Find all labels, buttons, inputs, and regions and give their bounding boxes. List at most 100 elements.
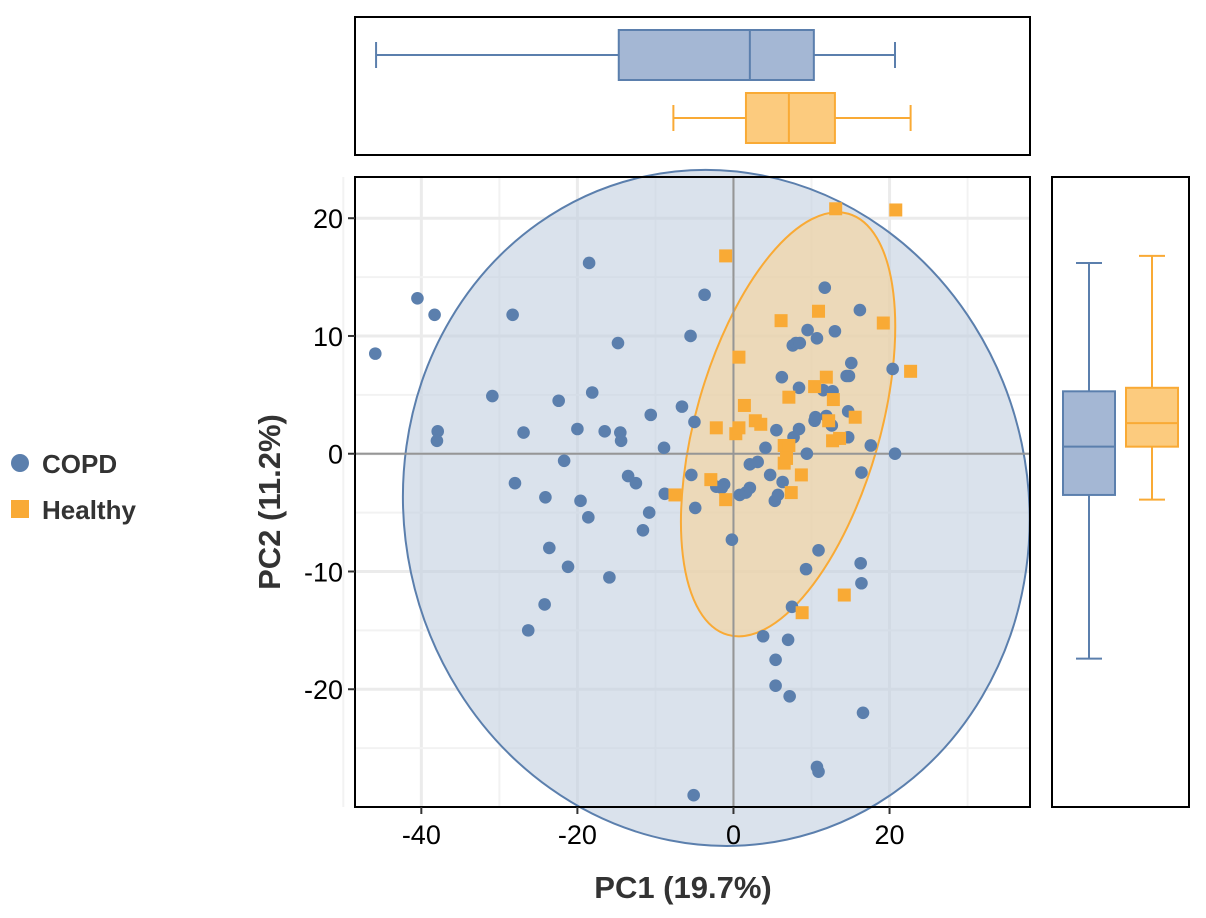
point-healthy bbox=[782, 438, 796, 452]
point-healthy bbox=[889, 203, 903, 217]
legend-copd-marker bbox=[11, 454, 29, 472]
point-copd bbox=[855, 576, 868, 590]
point-healthy bbox=[668, 488, 682, 502]
point-copd bbox=[698, 288, 711, 302]
point-copd bbox=[543, 541, 556, 555]
legend: COPD Healthy bbox=[11, 449, 136, 525]
y-tick-label: -20 bbox=[304, 675, 343, 705]
point-healthy bbox=[782, 390, 796, 404]
plot-frame bbox=[354, 176, 1031, 808]
top-boxplot-copd bbox=[375, 29, 896, 81]
point-copd bbox=[756, 629, 770, 643]
y-axis-title: PC2 (11.2%) bbox=[252, 414, 287, 590]
x-tick-label: 0 bbox=[726, 820, 741, 850]
point-copd bbox=[582, 511, 595, 524]
point-copd bbox=[517, 426, 530, 439]
point-copd bbox=[799, 562, 813, 576]
point-copd bbox=[770, 423, 783, 437]
point-copd bbox=[430, 434, 444, 448]
box bbox=[1125, 386, 1179, 448]
point-copd bbox=[809, 410, 822, 424]
point-copd bbox=[856, 706, 870, 720]
point-copd bbox=[428, 308, 441, 322]
point-healthy bbox=[826, 393, 840, 407]
y-tick-label: 20 bbox=[313, 204, 343, 234]
point-copd bbox=[854, 556, 867, 570]
point-copd bbox=[688, 415, 701, 429]
point-healthy bbox=[794, 468, 808, 482]
top-boxplot-panel bbox=[354, 16, 1031, 156]
right-boxplot-healthy bbox=[1125, 254, 1179, 501]
point-healthy bbox=[876, 316, 890, 330]
point-copd bbox=[853, 303, 867, 317]
point-healthy bbox=[829, 202, 843, 216]
x-tick-label: -40 bbox=[402, 820, 441, 850]
point-copd bbox=[557, 454, 571, 468]
point-copd bbox=[574, 494, 587, 508]
point-copd bbox=[657, 441, 671, 455]
point-copd bbox=[888, 447, 902, 461]
point-copd bbox=[775, 370, 789, 384]
point-healthy bbox=[780, 451, 794, 465]
box bbox=[617, 29, 815, 81]
point-copd bbox=[783, 690, 796, 703]
point-copd bbox=[521, 624, 535, 637]
point-copd bbox=[611, 336, 625, 350]
right-boxplot-panel bbox=[1051, 176, 1190, 808]
y-tick-label: 0 bbox=[328, 440, 343, 470]
point-copd bbox=[845, 356, 858, 370]
point-copd bbox=[629, 476, 643, 490]
point-copd bbox=[864, 439, 878, 452]
legend-healthy-marker bbox=[11, 500, 29, 518]
x-axis-title: PC1 (19.7%) bbox=[594, 870, 771, 905]
point-healthy bbox=[719, 493, 733, 507]
point-copd bbox=[776, 475, 789, 489]
point-healthy bbox=[837, 588, 851, 602]
point-copd bbox=[582, 256, 596, 270]
point-healthy bbox=[754, 417, 768, 431]
x-tick-label: -20 bbox=[558, 820, 597, 850]
point-healthy bbox=[822, 414, 836, 428]
point-copd bbox=[552, 394, 565, 408]
top-boxplot-healthy bbox=[672, 92, 912, 144]
point-healthy bbox=[719, 249, 733, 263]
point-copd bbox=[855, 466, 868, 479]
point-copd bbox=[810, 332, 824, 345]
point-copd bbox=[685, 468, 698, 482]
point-copd bbox=[506, 308, 519, 322]
point-copd bbox=[785, 600, 799, 614]
point-healthy bbox=[732, 421, 746, 435]
point-copd bbox=[603, 571, 616, 584]
point-copd bbox=[687, 788, 700, 802]
point-copd bbox=[585, 386, 599, 399]
point-copd bbox=[759, 441, 772, 455]
point-healthy bbox=[819, 370, 833, 384]
point-copd bbox=[539, 490, 552, 504]
point-copd bbox=[675, 400, 689, 413]
point-copd bbox=[571, 422, 584, 436]
y-axis-ticks: -20 -10 0 10 20 bbox=[304, 204, 355, 705]
point-copd bbox=[800, 447, 814, 461]
point-healthy bbox=[848, 410, 862, 424]
point-copd bbox=[688, 501, 702, 515]
scatter-panel bbox=[342, 168, 1031, 847]
point-copd bbox=[642, 506, 656, 519]
point-healthy bbox=[709, 421, 723, 435]
point-copd bbox=[781, 633, 795, 647]
box bbox=[744, 92, 836, 144]
legend-copd-label: COPD bbox=[42, 449, 117, 479]
point-copd bbox=[812, 543, 825, 557]
point-healthy bbox=[737, 398, 751, 412]
point-copd bbox=[368, 347, 382, 360]
point-copd bbox=[801, 323, 814, 337]
point-copd bbox=[715, 481, 729, 495]
x-tick-label: 20 bbox=[875, 820, 905, 850]
point-copd bbox=[792, 422, 806, 436]
point-copd bbox=[751, 455, 764, 469]
point-copd bbox=[818, 281, 832, 294]
point-copd bbox=[598, 425, 612, 438]
point-healthy bbox=[774, 314, 788, 328]
point-copd bbox=[793, 336, 807, 350]
point-healthy bbox=[795, 606, 809, 620]
